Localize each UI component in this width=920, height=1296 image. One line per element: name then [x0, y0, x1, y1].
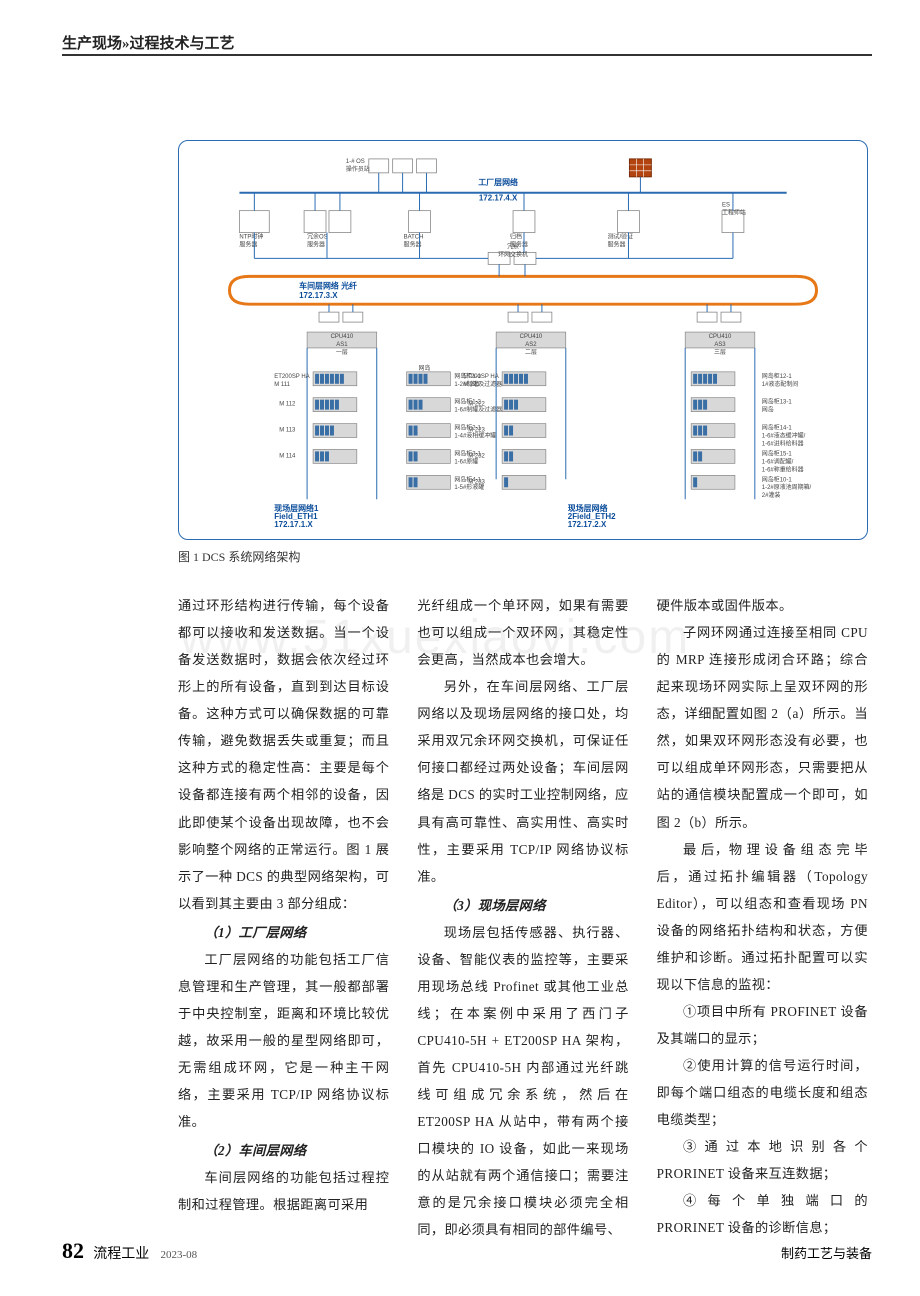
svg-text:网岛: 网岛: [419, 364, 431, 372]
workstation-label: 1-# OS操作员站: [346, 159, 370, 173]
svg-text:M 223: M 223: [468, 428, 485, 434]
footer-left: 82 流程工业 2023-08: [62, 1238, 197, 1264]
figure-1-caption: 图 1 DCS 系统网络架构: [178, 548, 300, 565]
journal-name: 流程工业: [93, 1247, 149, 1262]
svg-text:M 112: M 112: [279, 402, 296, 408]
c1-h1: （1）工厂层网络: [178, 919, 389, 946]
c1-p1: 通过环形结构进行传输，每个设备都可以接收和发送数据。当一个设备发送数据时，数据会…: [178, 592, 389, 917]
field2-label: 现场层网络2Field_ETH2172.17.2.X: [568, 503, 616, 529]
c3-p3: 最 后，物 理 设 备 组 态 完 毕后，通过拓扑编辑器（Topology Ed…: [657, 836, 868, 998]
firewall-icon: [629, 159, 651, 177]
c2-p2: 另外，在车间层网络、工厂层网络以及现场层网络的接口处，均采用双冗余环网交换机，可…: [417, 673, 628, 890]
workstation-group: 1-# OS操作员站: [346, 159, 437, 173]
c3-p2: 子网环网通过连接至相同 CPU 的 MRP 连接形成闭合环路；综合起来现场环网实…: [657, 619, 868, 836]
svg-text:M 233: M 233: [468, 479, 485, 485]
svg-text:BATCH服务器: BATCH服务器: [404, 235, 424, 249]
c1-p2: 工厂层网络的功能包括工厂信息管理和生产管理，其一般都部署于中央控制室，距离和环境…: [178, 946, 389, 1135]
ring-switch: 冗余环网交换机: [488, 242, 536, 264]
issue-date: 2023-08: [161, 1249, 198, 1261]
svg-text:测试/验证服务器: 测试/验证服务器: [608, 233, 634, 249]
page-header: 生产现场»过程技术与工艺: [62, 30, 872, 56]
plant-net-label: 工厂层网络: [478, 177, 518, 187]
header-title: 生产现场»过程技术与工艺: [62, 32, 235, 53]
column-3: 硬件版本或固件版本。 子网环网通过连接至相同 CPU 的 MRP 连接形成闭合环…: [657, 592, 868, 1244]
body-columns: 通过环形结构进行传输，每个设备都可以接收和发送数据。当一个设备发送数据时，数据会…: [178, 592, 868, 1244]
c3-li3: ③ 通 过 本 地 识 别 各 个 PRORINET 设备来互连数据；: [657, 1133, 868, 1187]
plant-ip: 172.17.4.X: [479, 194, 518, 203]
c3-li4: ④ 每 个 单 独 端 口 的 PRORINET 设备的诊断信息；: [657, 1187, 868, 1241]
c2-p3: 现场层包括传感器、执行器、设备、智能仪表的监控等，主要采用现场总线 Profin…: [417, 919, 628, 1244]
svg-text:网岛柜13-1网岛: 网岛柜13-1网岛: [762, 398, 793, 414]
column-2: 光纤组成一个单环网，如果有需要也可以组成一个双环网，其稳定性会更高，当然成本也会…: [417, 592, 628, 1244]
c3-li1: ①项目中所有 PROFINET 设备及其端口的显示；: [657, 998, 868, 1052]
figure-1-diagram: 1-# OS操作员站 工厂层网络 172.17.4.X NTP时钟服务器 冗余O…: [178, 140, 868, 540]
svg-text:NTP时钟服务器: NTP时钟服务器: [239, 233, 263, 249]
c1-h2: （2）车间层网络: [178, 1137, 389, 1164]
shop-net-label: 车间层网络 光纤: [299, 280, 357, 290]
c2-h1: （3）现场层网络: [417, 892, 628, 919]
svg-text:M 232: M 232: [468, 453, 485, 459]
cpu-row: CPU410AS1一层 CPU410AS2二层 CPU410AS3三层: [307, 312, 755, 356]
svg-text:M 113: M 113: [279, 428, 296, 434]
column-1: 通过环形结构进行传输，每个设备都可以接收和发送数据。当一个设备发送数据时，数据会…: [178, 592, 389, 1244]
svg-text:ET200SP HAM 111: ET200SP HAM 111: [274, 374, 309, 388]
svg-text:ES工程师站: ES工程师站: [722, 203, 746, 217]
svg-text:M 114: M 114: [279, 453, 296, 459]
svg-text:网岛柜14-11-6#液态缓冲罐/1-6#进料给料器: 网岛柜14-11-6#液态缓冲罐/1-6#进料给料器: [762, 424, 806, 448]
page-footer: 82 流程工业 2023-08 制药工艺与装备: [62, 1238, 872, 1264]
c3-li2: ②使用计算的信号运行时间，即每个端口组态的电缆长度和组态电缆类型；: [657, 1052, 868, 1133]
svg-text:冗余OS服务器: 冗余OS服务器: [307, 233, 328, 249]
c1-p3: 车间层网络的功能包括过程控制和过程管理。根据距离可采用: [178, 1164, 389, 1218]
svg-text:M 222: M 222: [468, 402, 485, 408]
svg-text:网岛柜12-11#液态配制间: 网岛柜12-11#液态配制间: [762, 372, 799, 388]
dcs-network-svg: 1-# OS操作员站 工厂层网络 172.17.4.X NTP时钟服务器 冗余O…: [179, 141, 867, 539]
page-number: 82: [62, 1238, 84, 1263]
field1-label: 现场层网络1Field_ETH1172.17.1.X: [274, 503, 319, 529]
svg-text:网岛柜15-11-6#调配罐/1-6#称重给料器: 网岛柜15-11-6#调配罐/1-6#称重给料器: [762, 449, 804, 473]
c3-p1: 硬件版本或固件版本。: [657, 592, 868, 619]
field-stack-3: 网岛柜12-11#液态配制间 网岛柜13-1网岛 网岛柜14-11-6#液态缓冲…: [685, 348, 811, 499]
c2-p1: 光纤组成一个单环网，如果有需要也可以组成一个双环网，其稳定性会更高，当然成本也会…: [417, 592, 628, 673]
svg-text:网岛柜10-11-2#原液池周期箱/2#灌装: 网岛柜10-11-2#原液池周期箱/2#灌装: [762, 475, 812, 499]
shop-ip: 172.17.3.X: [299, 291, 338, 300]
footer-right: 制药工艺与装备: [781, 1243, 872, 1262]
